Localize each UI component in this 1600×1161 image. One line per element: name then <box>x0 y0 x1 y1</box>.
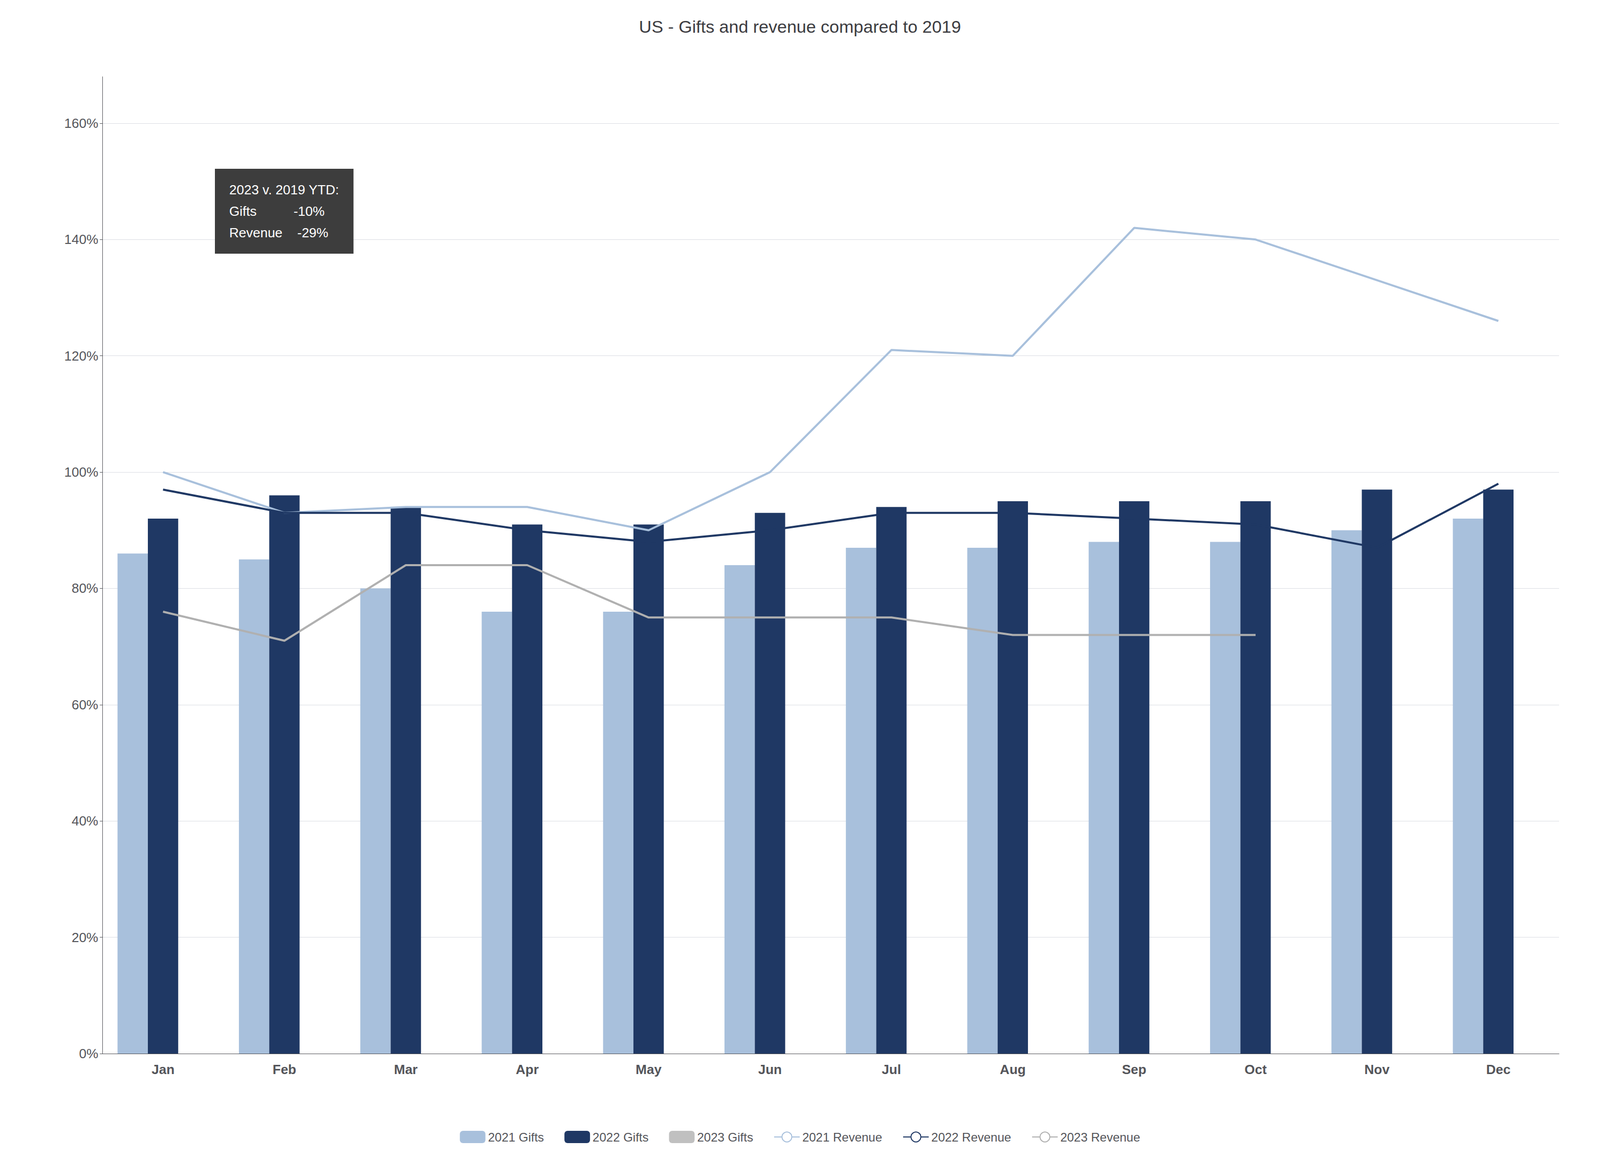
svg-text:160%: 160% <box>64 115 99 131</box>
svg-text:2022 Gifts: 2022 Gifts <box>592 1130 649 1145</box>
svg-text:0%: 0% <box>78 1046 99 1062</box>
svg-text:2021 Revenue: 2021 Revenue <box>802 1130 883 1145</box>
svg-text:Feb: Feb <box>272 1062 297 1078</box>
svg-text:Jun: Jun <box>758 1062 782 1078</box>
svg-text:Dec: Dec <box>1486 1062 1511 1078</box>
svg-text:May: May <box>635 1062 662 1078</box>
svg-text:120%: 120% <box>64 348 99 364</box>
svg-text:140%: 140% <box>64 231 99 248</box>
svg-text:40%: 40% <box>71 813 99 829</box>
svg-text:80%: 80% <box>71 580 99 597</box>
svg-text:Aug: Aug <box>999 1062 1026 1078</box>
svg-text:20%: 20% <box>71 930 99 946</box>
svg-text:Apr: Apr <box>515 1062 539 1078</box>
svg-text:2023 v. 2019 YTD:: 2023 v. 2019 YTD: <box>229 182 339 198</box>
svg-text:2022 Revenue: 2022 Revenue <box>931 1130 1012 1145</box>
svg-text:Mar: Mar <box>393 1062 418 1078</box>
svg-text:Gifts -10%: Gifts -10% <box>229 203 325 219</box>
svg-text:Jan: Jan <box>151 1062 175 1078</box>
svg-text:Revenue -29%: Revenue -29% <box>229 225 329 241</box>
svg-text:2023 Gifts: 2023 Gifts <box>697 1130 754 1145</box>
svg-text:Nov: Nov <box>1364 1062 1391 1078</box>
svg-text:60%: 60% <box>71 697 99 713</box>
svg-text:100%: 100% <box>64 464 99 480</box>
svg-text:Jul: Jul <box>881 1062 902 1078</box>
svg-text:Oct: Oct <box>1244 1062 1267 1078</box>
svg-text:2021 Gifts: 2021 Gifts <box>488 1130 544 1145</box>
svg-text:US - Gifts and revenue compare: US - Gifts and revenue compared to 2019 <box>639 16 961 37</box>
svg-text:2023 Revenue: 2023 Revenue <box>1060 1130 1141 1145</box>
svg-text:Sep: Sep <box>1122 1062 1147 1078</box>
